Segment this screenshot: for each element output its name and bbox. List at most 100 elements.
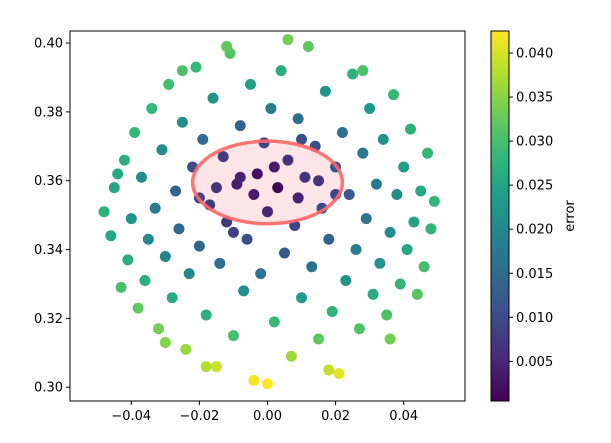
scatter-point [159,336,171,348]
scatter-point [146,102,158,114]
scatter-point [190,61,202,73]
scatter-point [197,133,209,145]
scatter-point [153,323,165,335]
scatter-point [323,233,335,245]
scatter-point [207,92,219,104]
scatter-point [408,216,420,228]
colorbar [490,30,510,402]
scatter-point [234,120,246,132]
scatter-point [217,151,229,163]
scatter-point [425,223,437,235]
scatter-point [149,202,161,214]
scatter-point [115,281,127,293]
scatter-point [275,65,287,77]
scatter-point [306,261,318,273]
highlight-ellipse-fill [192,141,343,224]
scatter-point [398,161,410,173]
x-tick-label: −0.04 [111,409,151,424]
colorbar-tick-label: 0.025 [516,179,553,194]
scatter-point [183,268,195,280]
scatter-point [350,244,362,256]
scatter-point [132,302,144,314]
scatter-point [200,309,212,321]
scatter-point [387,89,399,101]
scatter-point [282,154,294,166]
scatter-point [98,206,110,218]
scatter-point [302,40,314,52]
y-tick-label: 0.30 [34,381,63,396]
scatter-point [353,323,365,335]
scatter-point [238,285,250,297]
scatter-point [176,65,188,77]
scatter-point [265,102,277,114]
scatter-point [411,288,423,300]
colorbar-tick-label: 0.005 [516,355,553,370]
scatter-point [377,133,389,145]
scatter-point [210,182,222,194]
scatter-point [159,250,171,262]
scatter-point [391,188,403,200]
highlight-ellipse-edge [190,139,345,226]
scatter-point [210,361,222,373]
scatter-point [214,257,226,269]
scatter-point [125,213,137,225]
scatter-point [357,65,369,77]
scatter-point [370,178,382,190]
scatter-point [415,185,427,197]
scatter-point [296,292,308,304]
scatter-point [313,175,325,187]
y-tick-label: 0.34 [34,243,63,258]
scatter-point [374,257,386,269]
scatter-point [296,133,308,145]
scatter-point [200,361,212,373]
scatter-point [347,68,359,80]
scatter-point [418,261,430,273]
scatter-point [282,34,294,46]
scatter-point [319,85,331,97]
x-tick-label: 0.00 [253,409,282,424]
scatter-point [244,78,256,90]
scatter-point [401,244,413,256]
colorbar-tick-label: 0.030 [516,135,553,150]
scatter-point [323,364,335,376]
scatter-point [313,333,325,345]
colorbar-tick-label: 0.015 [516,267,553,282]
colorbar-tick-label: 0.010 [516,311,553,326]
y-tick-label: 0.32 [34,312,63,327]
scatter-point [336,127,348,139]
scatter-point [221,40,233,52]
scatter-point [248,188,260,200]
scatter-point [139,275,151,287]
scatter-point [112,168,124,180]
x-tick-label: −0.02 [179,409,219,424]
colorbar-tick-label: 0.020 [516,223,553,238]
scatter-point [108,182,120,194]
scatter-point [166,292,178,304]
scatter-point [262,206,273,218]
x-tick-label: 0.04 [389,409,418,424]
scatter-point [251,168,263,180]
scatter-point [326,306,338,318]
scatter-point [292,113,304,125]
scatter-point [156,144,168,156]
scatter-point [180,343,192,355]
scatter-point [384,226,396,238]
scatter-point [422,147,434,159]
scatter-point [394,278,406,290]
scatter-point [384,333,396,345]
scatter-point [272,182,284,194]
scatter-point [173,223,185,235]
scatter-point [299,171,311,183]
scatter-point [268,316,280,328]
scatter-point [105,230,117,242]
scatter-point [343,188,355,200]
scatter-point [381,309,393,321]
scatter-point [279,247,291,259]
scatter-point [340,275,352,287]
scatter-point [170,185,182,197]
scatter-point [142,233,154,245]
scatter-point [227,330,239,342]
scatter-point [333,367,345,379]
